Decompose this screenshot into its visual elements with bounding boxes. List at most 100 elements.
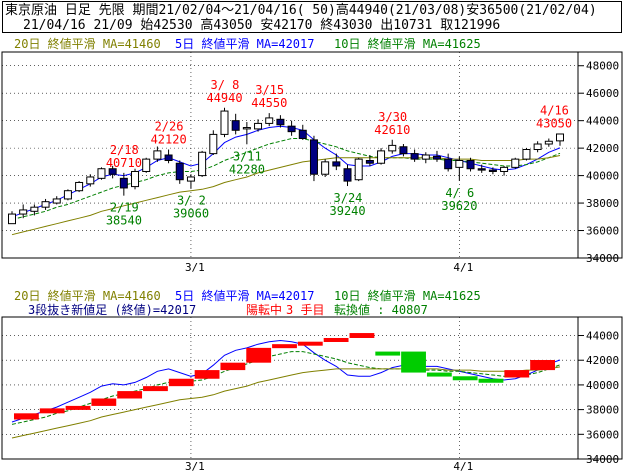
- brick-up: [349, 333, 375, 338]
- lower-plot-frame: [1, 316, 579, 460]
- candle-body: [41, 201, 50, 208]
- upper-tick-label: 38000: [586, 197, 619, 210]
- upper-tick-label: 36000: [586, 225, 619, 238]
- candle-body: [276, 118, 285, 126]
- annotation-value: 39060: [173, 207, 209, 221]
- candle-body: [298, 129, 307, 140]
- candle-body: [522, 149, 531, 160]
- candlesticks: [8, 107, 564, 225]
- lower-ma10-line: [11, 351, 561, 425]
- annotation-date: 3/30: [378, 110, 407, 124]
- annotation-date: 2/19: [110, 201, 139, 215]
- candle-body: [52, 198, 61, 204]
- candle-body: [488, 169, 497, 172]
- candle-body: [444, 158, 453, 170]
- upper-ma20-line: [11, 155, 561, 236]
- brick-up: [530, 360, 555, 371]
- lower-tick-label: 38000: [586, 404, 619, 417]
- lower-ma20-line: [11, 366, 561, 439]
- upper-tick-label: 34000: [586, 252, 619, 265]
- lower-tick-label: 40000: [586, 379, 619, 392]
- brick-down: [478, 378, 504, 383]
- candle-body: [220, 110, 229, 135]
- brick-down: [452, 376, 478, 381]
- candle-body: [377, 150, 386, 164]
- candle-body: [119, 177, 128, 189]
- candle-body: [8, 213, 16, 225]
- brick-up: [91, 398, 117, 406]
- annotation-value: 39240: [330, 204, 366, 218]
- annotation-value: 44550: [251, 96, 287, 110]
- brick-up: [14, 413, 39, 420]
- candle-body: [399, 146, 408, 155]
- status-trend: 陽転中: [246, 302, 282, 317]
- candle-body: [209, 133, 218, 155]
- candle-body: [30, 206, 39, 212]
- candle-body: [231, 120, 240, 131]
- brick-down: [375, 351, 401, 356]
- candle-body: [421, 154, 430, 160]
- status-count: 3 手目: [286, 303, 324, 317]
- lower-moving-averages: [11, 339, 561, 439]
- upper-tick-label: 40000: [586, 170, 619, 183]
- lower-ma5-line: [11, 339, 561, 423]
- legend-ma10-upper: 10日 終値平滑 MA=41625: [334, 36, 481, 51]
- chart-header: 東京原油 日足 先限 期間21/02/04～21/04/16( 50)高4494…: [2, 1, 622, 33]
- candle-body: [153, 150, 162, 160]
- upper-tick-label: 42000: [586, 142, 619, 155]
- candle-body: [131, 170, 140, 188]
- candle-body: [466, 159, 475, 170]
- candle-body: [75, 181, 84, 192]
- x-axis-labels: 3/1 3/1 4/1 4/1: [185, 261, 473, 473]
- annotation-value: 38540: [106, 214, 142, 228]
- candle-body: [477, 168, 486, 171]
- upper-tick-label: 46000: [586, 87, 619, 100]
- annotation-value: 42610: [374, 123, 410, 137]
- candle-body: [511, 158, 520, 168]
- brick-up: [323, 337, 349, 342]
- candle-body: [287, 125, 296, 133]
- brick-up: [117, 391, 143, 399]
- brick-down: [401, 351, 426, 373]
- brick-up: [65, 405, 91, 410]
- upper-plot-frame: [1, 51, 579, 259]
- candle-body: [254, 122, 263, 130]
- candle-body: [164, 154, 173, 161]
- candle-body: [544, 140, 553, 145]
- brick-up: [168, 378, 194, 387]
- x-label-lower: 4/1: [453, 460, 473, 473]
- brick-up: [194, 370, 220, 379]
- brick-up: [143, 386, 168, 392]
- annotation-date: 3/ 8: [210, 78, 239, 92]
- x-label-upper: 3/1: [185, 261, 205, 274]
- annotation-date: 4/16: [540, 104, 569, 118]
- lower-tick-label: 44000: [586, 330, 619, 343]
- candle-body: [265, 117, 274, 124]
- brick-up: [220, 362, 246, 371]
- annotation-value: 44940: [206, 91, 242, 105]
- candle-body: [556, 133, 564, 142]
- candle-body: [500, 166, 509, 172]
- new-price-bricks: [14, 333, 555, 420]
- candle-body: [365, 159, 374, 164]
- candle-body: [432, 155, 441, 160]
- legend-ma20-upper: 20日 終値平滑 MA=41460: [14, 36, 161, 51]
- lower-axis-frame: [577, 316, 623, 460]
- legend-ma20-lower: 20日 終値平滑 MA=41460: [14, 288, 161, 303]
- brick-up: [272, 344, 297, 349]
- candle-body: [388, 144, 397, 152]
- candle-body: [533, 143, 542, 151]
- upper-axis-ticks: 48000 46000 44000 42000 40000 38000 36000 34000: [578, 60, 619, 265]
- annotation-date: 3/11: [233, 149, 262, 163]
- legend-ma10-lower: 10日 終値平滑 MA=41625: [334, 288, 481, 303]
- annotation-value: 43050: [536, 117, 572, 131]
- annotation-date: 3/15: [255, 83, 284, 97]
- annotation-date: 3/ 2: [177, 194, 206, 208]
- annotation-date: 4/ 6: [445, 186, 474, 200]
- lower-axis-ticks: 44000 42000 40000 38000 36000 34000: [578, 330, 619, 466]
- candle-body: [63, 190, 72, 200]
- candle-body: [343, 168, 352, 182]
- header-line-1: 東京原油 日足 先限 期間21/02/04～21/04/16( 50)高4494…: [5, 3, 597, 18]
